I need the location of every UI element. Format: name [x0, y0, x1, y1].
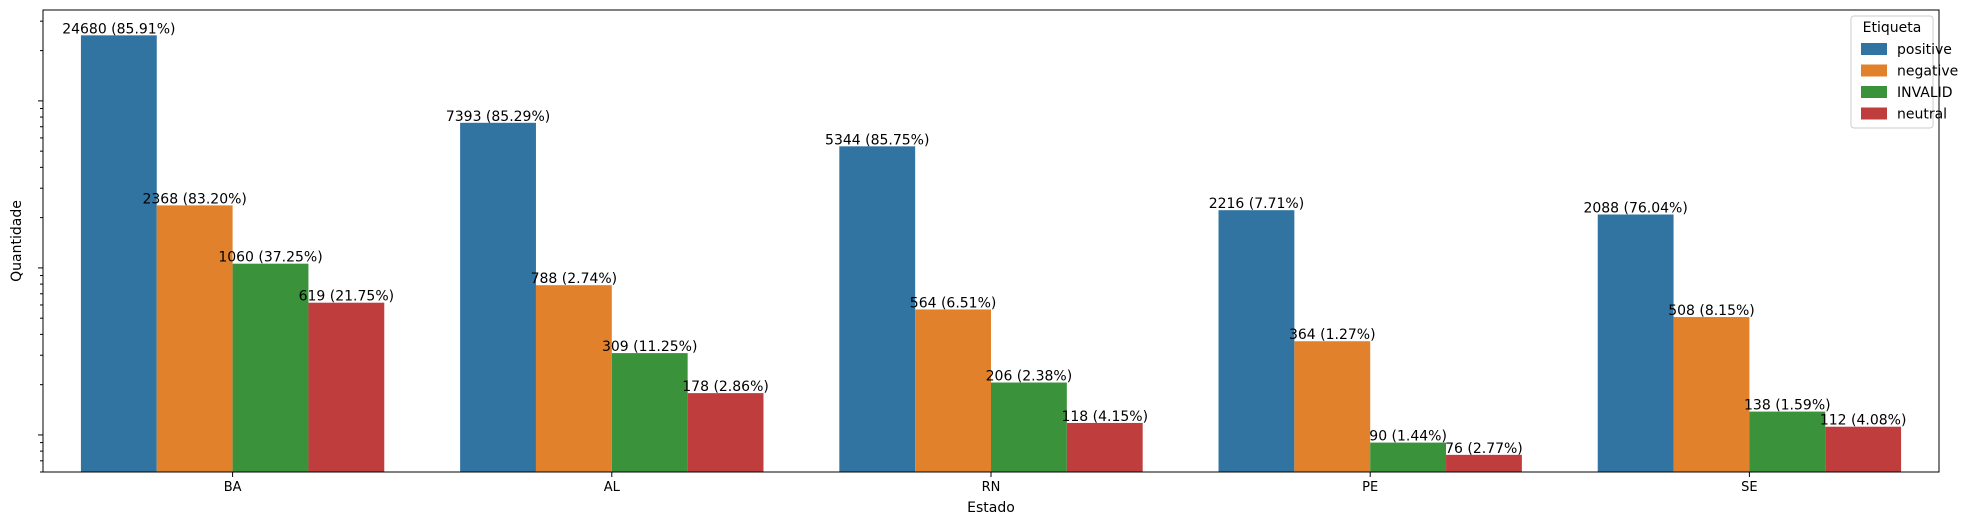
data-label-positive-ba: 24680 (85.91%) — [62, 21, 175, 37]
legend-title: Etiqueta — [1863, 20, 1922, 36]
data-label-positive-pe: 2216 (7.71%) — [1209, 196, 1304, 212]
x-tick-label: SE — [1741, 480, 1757, 495]
data-label-invalid-pe: 90 (1.44%) — [1369, 429, 1447, 445]
data-label-neutral-rn: 118 (4.15%) — [1061, 409, 1148, 425]
data-label-neutral-se: 112 (4.08%) — [1820, 413, 1907, 429]
data-label-negative-ba: 2368 (83.20%) — [142, 191, 246, 207]
x-ticks-layer: BA AL RN PE SE — [224, 472, 1758, 495]
data-label-positive-se: 2088 (76.04%) — [1583, 201, 1687, 217]
data-label-negative-se: 508 (8.15%) — [1668, 303, 1755, 319]
legend-swatch-negative — [1861, 64, 1887, 77]
x-tick-label: PE — [1362, 480, 1378, 495]
bar-negative-pe — [1294, 341, 1371, 472]
data-label-invalid-ba: 1060 (37.25%) — [218, 250, 322, 266]
bar-negative-rn — [915, 309, 991, 472]
legend: Etiqueta positive negative INVALID neutral — [1850, 15, 1958, 129]
bar-neutral-al — [687, 393, 764, 472]
x-tick-label: RN — [982, 480, 1001, 495]
data-label-negative-rn: 564 (6.51%) — [910, 295, 997, 311]
data-label-negative-al: 788 (2.74%) — [531, 271, 618, 287]
bar-positive-se — [1597, 214, 1674, 472]
data-label-positive-al: 7393 (85.29%) — [446, 109, 550, 125]
bar-positive-rn — [839, 146, 916, 472]
bar-positive-ba — [80, 35, 157, 473]
data-label-invalid-rn: 206 (2.38%) — [986, 369, 1073, 385]
bar-invalid-rn — [991, 382, 1067, 472]
legend-swatch-neutral — [1861, 107, 1887, 120]
data-label-invalid-se: 138 (1.59%) — [1744, 398, 1831, 414]
y-axis-label: Quantidade — [9, 200, 25, 282]
bar-invalid-se — [1749, 411, 1826, 472]
bar-invalid-ba — [232, 263, 309, 472]
bar-neutral-se — [1825, 426, 1902, 472]
bar-neutral-ba — [308, 302, 385, 472]
bar-invalid-al — [611, 353, 688, 472]
legend-label-invalid: INVALID — [1897, 85, 1953, 101]
bar-invalid-pe — [1370, 442, 1447, 472]
y-ticks-layer — [38, 20, 43, 473]
x-tick-label: AL — [604, 480, 621, 495]
bar-positive-pe — [1218, 210, 1295, 472]
data-label-positive-rn: 5344 (85.75%) — [825, 132, 929, 148]
bar-negative-al — [535, 285, 612, 472]
bars-layer — [80, 35, 1902, 473]
data-label-neutral-pe: 76 (2.77%) — [1445, 441, 1523, 457]
bar-positive-al — [460, 122, 536, 472]
legend-swatch-positive — [1861, 43, 1887, 55]
data-label-negative-pe: 364 (1.27%) — [1289, 327, 1376, 343]
legend-label-positive: positive — [1897, 42, 1952, 58]
legend-swatch-invalid — [1861, 86, 1887, 98]
x-axis-label: Estado — [967, 500, 1015, 516]
bar-neutral-pe — [1446, 454, 1522, 472]
x-tick-label: BA — [224, 480, 242, 495]
bar-negative-ba — [156, 205, 233, 472]
legend-label-negative: negative — [1897, 64, 1958, 80]
legend-label-neutral: neutral — [1897, 107, 1947, 123]
data-label-neutral-ba: 619 (21.75%) — [299, 289, 394, 305]
data-label-neutral-al: 178 (2.86%) — [682, 379, 769, 395]
bar-neutral-rn — [1066, 422, 1143, 472]
bar-negative-se — [1673, 317, 1750, 472]
data-labels-layer: 24680 (85.91%) 2368 (83.20%) 1060 (37.25%)… — [62, 21, 1906, 457]
data-label-invalid-al: 309 (11.25%) — [602, 339, 697, 355]
